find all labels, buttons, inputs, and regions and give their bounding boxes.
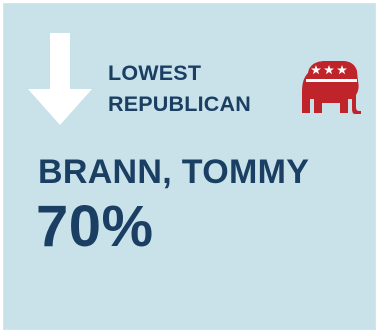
- heading-line-2: REPUBLICAN: [108, 92, 251, 116]
- vote-percent: 70%: [36, 194, 154, 259]
- republican-elephant-icon: [302, 61, 361, 114]
- candidate-name: BRANN, TOMMY: [38, 153, 310, 191]
- stat-card: LOWEST REPUBLICAN BRANN, TOMMY 70%: [3, 3, 376, 330]
- card-heading: LOWEST REPUBLICAN: [108, 58, 251, 120]
- arrow-down-icon: [28, 33, 92, 125]
- heading-line-1: LOWEST: [108, 61, 202, 85]
